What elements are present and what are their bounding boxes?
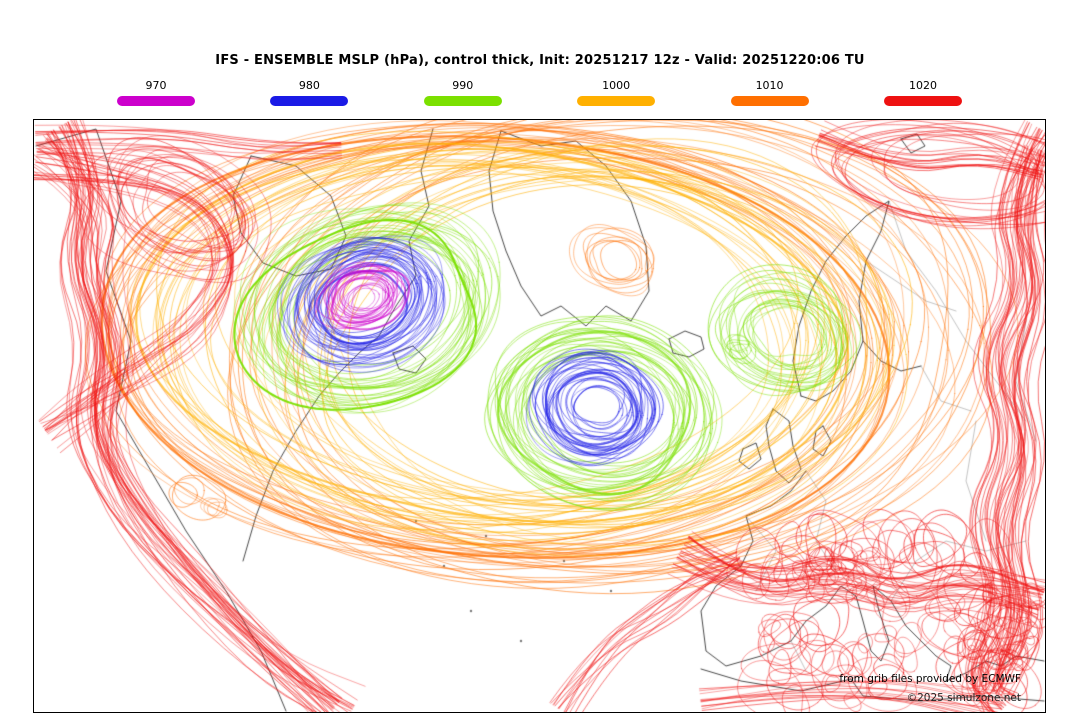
legend-value-label: 1020 <box>908 79 937 92</box>
legend-color-bar <box>883 96 962 106</box>
legend-color-bar <box>730 96 809 106</box>
legend-value-label: 980 <box>298 79 320 92</box>
map-area: from grib files provided by ECMWF ©2025 … <box>33 119 1046 713</box>
legend-item-1000: 1000 <box>577 79 656 106</box>
legend-item-1020: 1020 <box>883 79 962 106</box>
legend-item-990: 990 <box>423 79 502 106</box>
legend-color-bar <box>117 96 195 106</box>
legend-value-label: 990 <box>452 79 474 92</box>
pressure-legend: 970 980 990 1000 1010 1020 <box>117 79 962 106</box>
legend-item-970: 970 <box>117 79 195 106</box>
legend-value-label: 970 <box>145 79 167 92</box>
chart-title: IFS - ENSEMBLE MSLP (hPa), control thick… <box>215 53 865 68</box>
attribution-text: from grib files provided by ECMWF <box>839 673 1021 685</box>
ensemble-contours-canvas <box>34 120 1045 712</box>
legend-item-980: 980 <box>270 79 349 106</box>
legend-color-bar <box>270 96 349 106</box>
copyright-text: ©2025 simulzone.net <box>906 692 1021 704</box>
legend-item-1010: 1010 <box>730 79 809 106</box>
legend-value-label: 1000 <box>602 79 631 92</box>
legend-color-bar <box>423 96 502 106</box>
legend-color-bar <box>577 96 656 106</box>
legend-value-label: 1010 <box>755 79 784 92</box>
